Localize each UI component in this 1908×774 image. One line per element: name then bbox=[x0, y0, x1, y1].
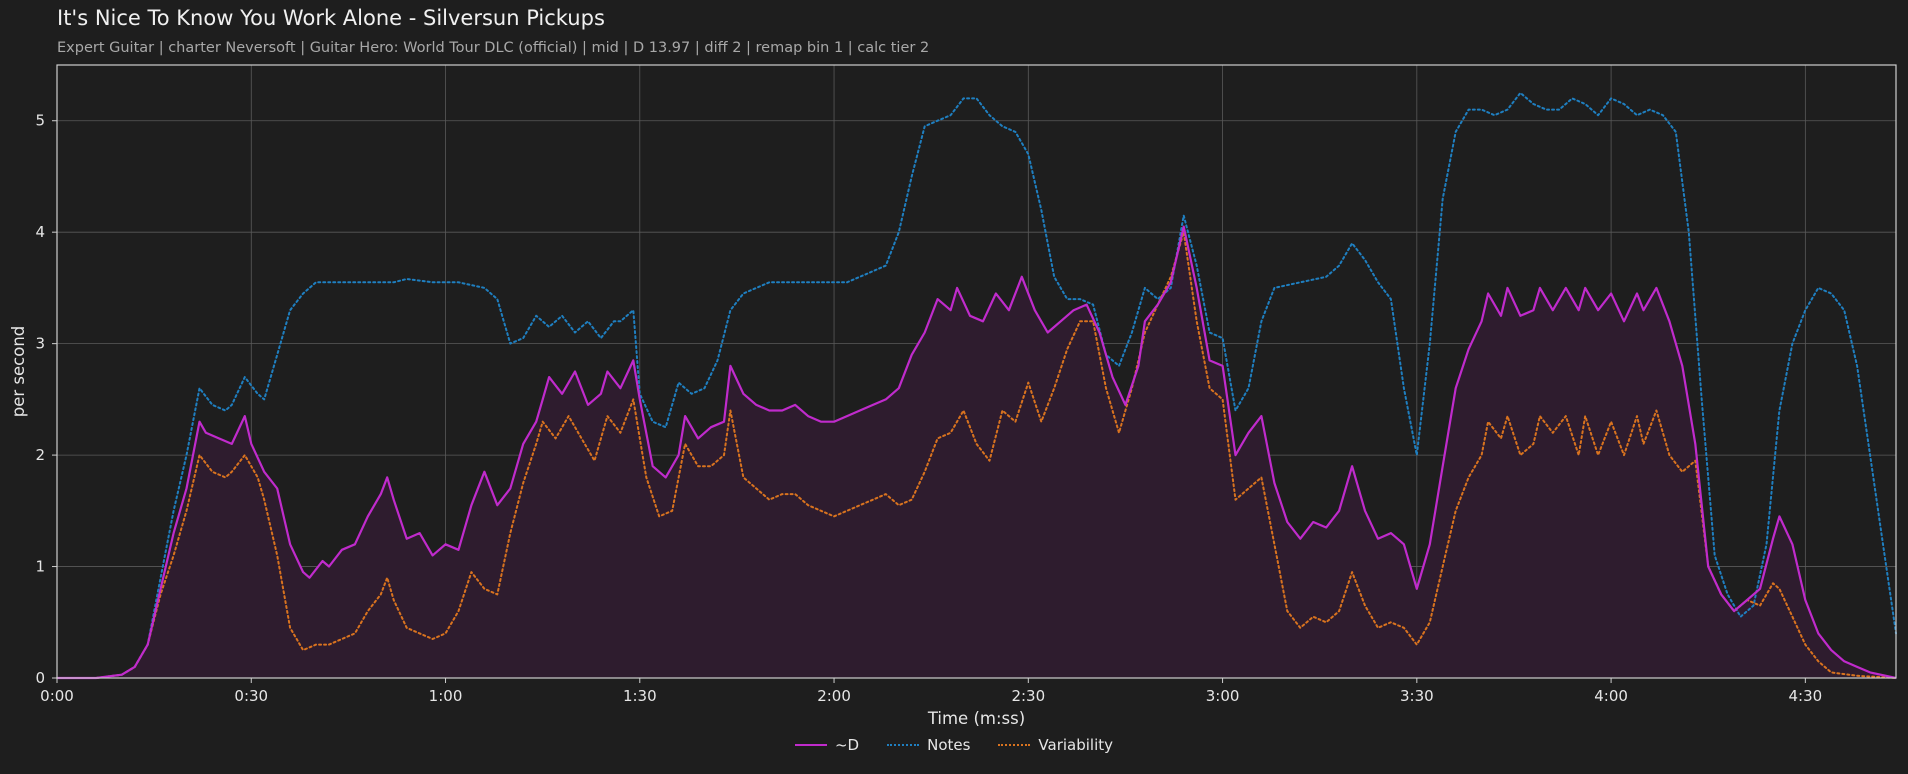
chart-subtitle: Expert Guitar | charter Neversoft | Guit… bbox=[57, 40, 930, 56]
legend-item-notes: Notes bbox=[887, 736, 970, 754]
line-chart: 0:00 0:30 1:00 1:30 2:00 2:30 3:00 3:30 4:00 4:30… bbox=[9, 64, 1897, 728]
x-tick-label: 4:00 bbox=[1594, 687, 1628, 705]
y-tick-label: 5 bbox=[35, 112, 45, 130]
legend-label-d: ~D bbox=[834, 736, 860, 754]
x-tick-label: 3:00 bbox=[1206, 687, 1240, 705]
d-series-fill bbox=[57, 226, 1896, 678]
legend-label-notes: Notes bbox=[927, 736, 971, 754]
x-tick-label: 2:30 bbox=[1011, 687, 1045, 705]
legend: ~D Notes Variability bbox=[0, 736, 1908, 754]
y-tick-label: 4 bbox=[35, 223, 45, 241]
x-tick-label: 4:30 bbox=[1789, 687, 1823, 705]
x-axis-label: Time (m:ss) bbox=[927, 709, 1025, 728]
legend-label-variability: Variability bbox=[1038, 736, 1114, 754]
x-tick-label: 2:00 bbox=[817, 687, 851, 705]
x-tick-label: 3:30 bbox=[1400, 687, 1434, 705]
variability-series-line bbox=[56, 231, 1897, 679]
legend-swatch-notes bbox=[887, 744, 920, 746]
legend-item-d: ~D bbox=[794, 736, 860, 754]
y-axis-label: per second bbox=[9, 326, 28, 418]
x-tick-label: 0:30 bbox=[234, 687, 268, 705]
y-tick-label: 2 bbox=[35, 446, 45, 464]
y-tick-label: 3 bbox=[35, 335, 45, 353]
y-tick-label: 0 bbox=[35, 669, 45, 687]
notes-series-line bbox=[56, 91, 1897, 679]
series-layer bbox=[56, 91, 1897, 680]
legend-swatch-variability bbox=[998, 744, 1031, 746]
d-series-line bbox=[57, 225, 1897, 680]
legend-swatch-d bbox=[794, 744, 827, 746]
x-tick-label: 1:30 bbox=[623, 687, 657, 705]
x-tick-label: 0:00 bbox=[40, 687, 74, 705]
plot-frame bbox=[56, 64, 1897, 679]
y-tick-label: 1 bbox=[35, 558, 45, 576]
x-axis: 0:00 0:30 1:00 1:30 2:00 2:30 3:00 3:30 4:00 4:30 bbox=[40, 678, 1822, 705]
x-tick-label: 1:00 bbox=[429, 687, 463, 705]
y-axis: 0 1 2 3 4 5 bbox=[35, 112, 57, 687]
chart-title: It's Nice To Know You Work Alone - Silve… bbox=[57, 6, 605, 30]
legend-item-variability: Variability bbox=[998, 736, 1113, 754]
